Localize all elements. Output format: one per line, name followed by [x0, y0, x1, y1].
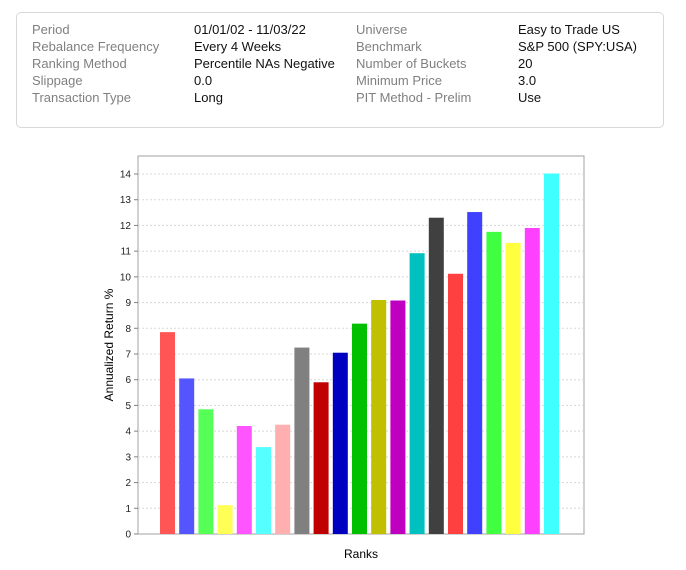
y-tick-label: 8 [125, 324, 131, 335]
bar-rank-10 [332, 352, 348, 534]
summary-value: Every 4 Weeks [194, 39, 282, 54]
summary-value: 01/01/02 - 11/03/22 [194, 22, 306, 37]
summary-value: 3.0 [518, 73, 537, 88]
summary-value: 0.0 [194, 73, 213, 88]
bar-rank-15 [428, 217, 444, 534]
summary-label: Rebalance Frequency [32, 39, 160, 54]
bar-rank-3 [198, 409, 214, 534]
bar-rank-17 [467, 212, 483, 535]
y-tick-label: 6 [125, 375, 131, 386]
bar-rank-1 [160, 332, 175, 534]
y-tick-label: 0 [125, 530, 131, 541]
summary-label: Transaction Type [32, 90, 131, 105]
bar-rank-13 [390, 300, 406, 534]
y-tick-label: 14 [120, 170, 132, 181]
bar-rank-4 [217, 505, 233, 534]
bar-rank-11 [352, 323, 367, 534]
bar-rank-9 [313, 382, 329, 534]
y-tick-label: 3 [125, 452, 131, 463]
y-tick-label: 2 [125, 478, 131, 489]
summary-value: 20 [518, 56, 533, 71]
bars [160, 173, 559, 535]
summary-label: Number of Buckets [356, 56, 467, 71]
summary-value: Use [518, 90, 542, 105]
y-tick-label: 7 [125, 350, 131, 361]
bar-rank-18 [486, 231, 502, 534]
y-tick-label: 12 [120, 221, 132, 232]
y-tick-label: 9 [125, 298, 131, 309]
summary-panel: Period 01/01/02 - 11/03/22 Rebalance Frequ… [16, 12, 664, 128]
summary-value: Long [194, 90, 223, 105]
summary-label: Period [32, 22, 70, 37]
summary-label: Ranking Method [32, 56, 127, 71]
summary-label: PIT Method - Prelim [356, 90, 472, 105]
bar-rank-12 [371, 300, 387, 534]
bar-rank-16 [448, 273, 463, 534]
y-tick-label: 4 [125, 427, 131, 438]
summary-label: Minimum Price [356, 73, 442, 88]
bar-rank-21 [544, 173, 559, 534]
summary-value: S&P 500 (SPY:USA) [518, 39, 637, 54]
summary-grid: Period 01/01/02 - 11/03/22 Rebalance Frequ… [17, 13, 663, 127]
y-tick-label: 10 [120, 272, 132, 283]
y-tick-label: 11 [121, 247, 132, 258]
y-axis-label: Annualized Return % [102, 288, 116, 401]
summary-label: Universe [356, 22, 408, 37]
bar-rank-6 [256, 447, 271, 534]
bar-rank-14 [409, 253, 425, 534]
bar-rank-8 [294, 347, 310, 534]
summary-value: Percentile NAs Negative [194, 56, 335, 71]
bar-rank-7 [275, 424, 291, 534]
bar-rank-20 [524, 228, 540, 534]
bar-rank-2 [179, 378, 195, 534]
summary-label: Benchmark [356, 39, 422, 54]
y-tick-label: 13 [120, 195, 132, 206]
x-axis-label: Ranks [344, 547, 378, 561]
y-tick-label: 1 [125, 504, 131, 515]
y-tick-label: 5 [125, 401, 131, 412]
bar-rank-19 [505, 242, 521, 534]
bar-rank-5 [236, 426, 252, 534]
summary-value: Easy to Trade US [518, 22, 620, 37]
summary-label: Slippage [32, 73, 83, 88]
